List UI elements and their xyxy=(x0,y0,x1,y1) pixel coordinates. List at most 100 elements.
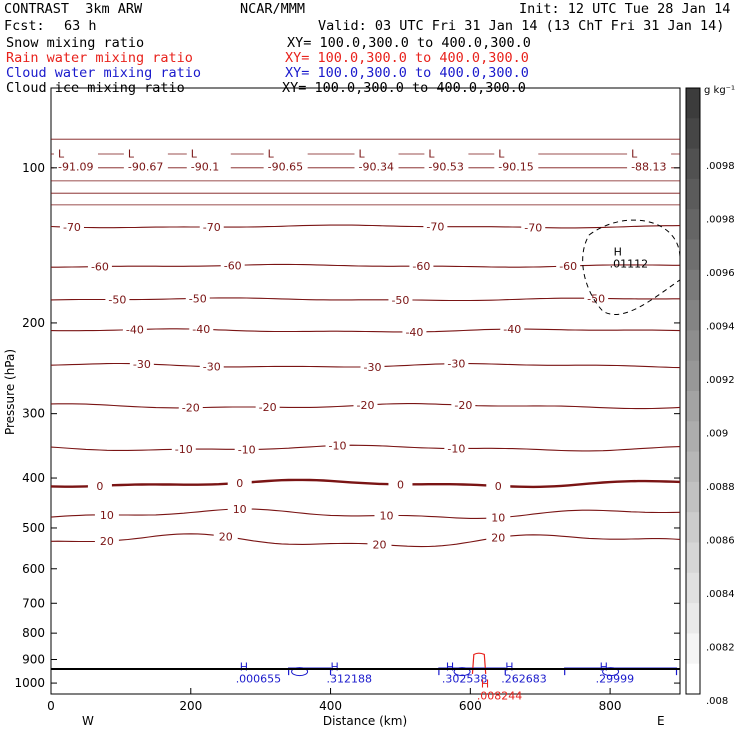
maximum-marker: H xyxy=(331,661,339,674)
cloud-water-core xyxy=(291,667,309,677)
minimum-value: -90.67 xyxy=(128,161,163,174)
isotherm-label-bg xyxy=(360,360,385,373)
isotherm-label-bg xyxy=(94,535,119,548)
isotherm-label: -60 xyxy=(224,259,242,272)
isotherm-10 xyxy=(50,508,681,519)
x-axis-label: Distance (km) xyxy=(323,714,407,728)
minimum-bg xyxy=(627,148,672,173)
minimum-value: -90.1 xyxy=(191,161,219,174)
colorbar-segment xyxy=(686,481,700,513)
isotherm-label: -30 xyxy=(133,358,151,371)
isotherm-label: -30 xyxy=(447,358,465,371)
maximum-value: .29999 xyxy=(596,673,635,686)
isotherm-label-bg xyxy=(402,325,427,338)
colorbar-segment xyxy=(686,269,700,301)
isotherm--10 xyxy=(50,444,681,452)
maximum-value: .312188 xyxy=(327,673,373,686)
maximum-marker: H xyxy=(505,661,513,674)
isotherm-label: -20 xyxy=(182,402,200,415)
isotherm-label-bg xyxy=(353,398,378,411)
colorbar-tick-label: .0088 xyxy=(706,482,735,493)
colorbar-tick-label: .0082 xyxy=(706,643,735,654)
colorbar-segment xyxy=(686,542,700,574)
west-label: W xyxy=(82,714,94,728)
maximum-marker: H xyxy=(481,678,489,691)
isotherm-label: -20 xyxy=(259,401,277,414)
minimum-value: -90.34 xyxy=(359,161,394,174)
moisture-layer: H.01112H.000655H.312188H.302538H.262683H… xyxy=(236,219,681,703)
colorbar-segment xyxy=(686,421,700,453)
isotherm-label: 0 xyxy=(397,478,404,491)
isotherm-label-bg xyxy=(105,293,130,306)
init-time: Init: 12 UTC Tue 28 Jan 14 xyxy=(519,1,731,17)
colorbar-tick-label: .0098 xyxy=(706,215,735,226)
colorbar-segment xyxy=(686,512,700,543)
minimum-marker: L xyxy=(631,148,638,161)
isotherm-label-bg xyxy=(185,292,210,305)
isotherm-label: -60 xyxy=(91,261,109,274)
maximum-marker: H xyxy=(600,661,608,674)
minimum-bg xyxy=(53,148,98,173)
isotherm-label: -30 xyxy=(203,361,221,374)
isotherm-label-bg xyxy=(388,478,413,491)
minimum-value: -88.13 xyxy=(631,161,666,174)
field-name-rain: Rain water mixing ratio xyxy=(6,50,193,66)
maximum-marker: H xyxy=(240,661,248,674)
isotherm-label-bg xyxy=(87,479,112,492)
colorbar-segment xyxy=(686,633,700,665)
isotherm-20 xyxy=(50,533,681,548)
y-tick-label: 900 xyxy=(22,653,45,667)
isotherm-label-bg xyxy=(87,260,112,273)
colorbar-segment xyxy=(686,118,700,150)
isotherm-label: 0 xyxy=(96,480,103,493)
colorbar-tick-label: .0086 xyxy=(706,536,735,547)
organization-label: NCAR/MMM xyxy=(240,1,306,17)
colorbar-tick-label: .0096 xyxy=(706,268,735,279)
colorbar-tick-label: .0084 xyxy=(706,589,735,600)
isotherm-label: -40 xyxy=(405,326,423,339)
y-tick-label: 800 xyxy=(22,626,45,640)
colorbar-segment xyxy=(686,239,700,271)
maximum-marker: H xyxy=(446,661,454,674)
isotherm-label: 0 xyxy=(236,477,243,490)
minimum-value: -91.09 xyxy=(58,161,93,174)
colorbar-segment xyxy=(686,451,700,483)
colorbar-segment xyxy=(686,391,700,422)
forecast-hour: 63 h xyxy=(64,18,97,34)
colorbar-segment xyxy=(686,330,700,362)
y-tick-label: 500 xyxy=(22,521,45,535)
colorbar-segment xyxy=(686,360,700,392)
isotherm-0 xyxy=(50,478,681,489)
rain-contour xyxy=(471,652,487,674)
colorbar: .0098 .0098 .0096 .0094 .0092 .009 .0088 .0086.… xyxy=(685,87,735,707)
isotherm-label: -50 xyxy=(108,294,126,307)
colorbar-segment xyxy=(686,209,700,240)
field-xy-rain: XY= 100.0,300.0 to 400.0,300.0 xyxy=(285,50,529,66)
maximum-value: .000655 xyxy=(236,673,282,686)
isotherm-label-bg xyxy=(500,323,525,336)
maximum-value: .01112 xyxy=(610,258,649,271)
colorbar-tick-label: .0094 xyxy=(706,322,735,333)
field-name-snow: Snow mixing ratio xyxy=(6,35,145,51)
isotherm-label-bg xyxy=(556,260,581,273)
y-tick-label: 100 xyxy=(22,161,45,175)
isotherm-label: 20 xyxy=(219,531,233,544)
model-title: CONTRAST 3km ARW xyxy=(4,1,143,17)
field-xy-snow: XY= 100.0,300.0 to 400.0,300.0 xyxy=(287,35,531,51)
isotherm-label: 0 xyxy=(495,480,502,493)
colorbar-segment xyxy=(686,148,700,180)
isotherm-label: -50 xyxy=(391,294,409,307)
cloud-water-core xyxy=(602,667,620,677)
isotherm-label-bg xyxy=(521,221,546,234)
field-name-cloud-water: Cloud water mixing ratio xyxy=(6,65,202,81)
isotherm-label: -70 xyxy=(524,221,542,234)
isotherm-label-bg xyxy=(220,259,245,272)
colorbar-frame xyxy=(685,87,701,695)
colorbar-tick-label: .0092 xyxy=(706,375,735,386)
isotherm-label: -40 xyxy=(192,323,210,336)
isotherm-label-bg xyxy=(374,509,399,522)
y-tick-label: 1000 xyxy=(14,676,45,690)
minimum-value: -90.65 xyxy=(268,161,303,174)
forecast-label: Fcst: xyxy=(4,18,45,34)
isotherm-label-bg xyxy=(189,323,214,336)
